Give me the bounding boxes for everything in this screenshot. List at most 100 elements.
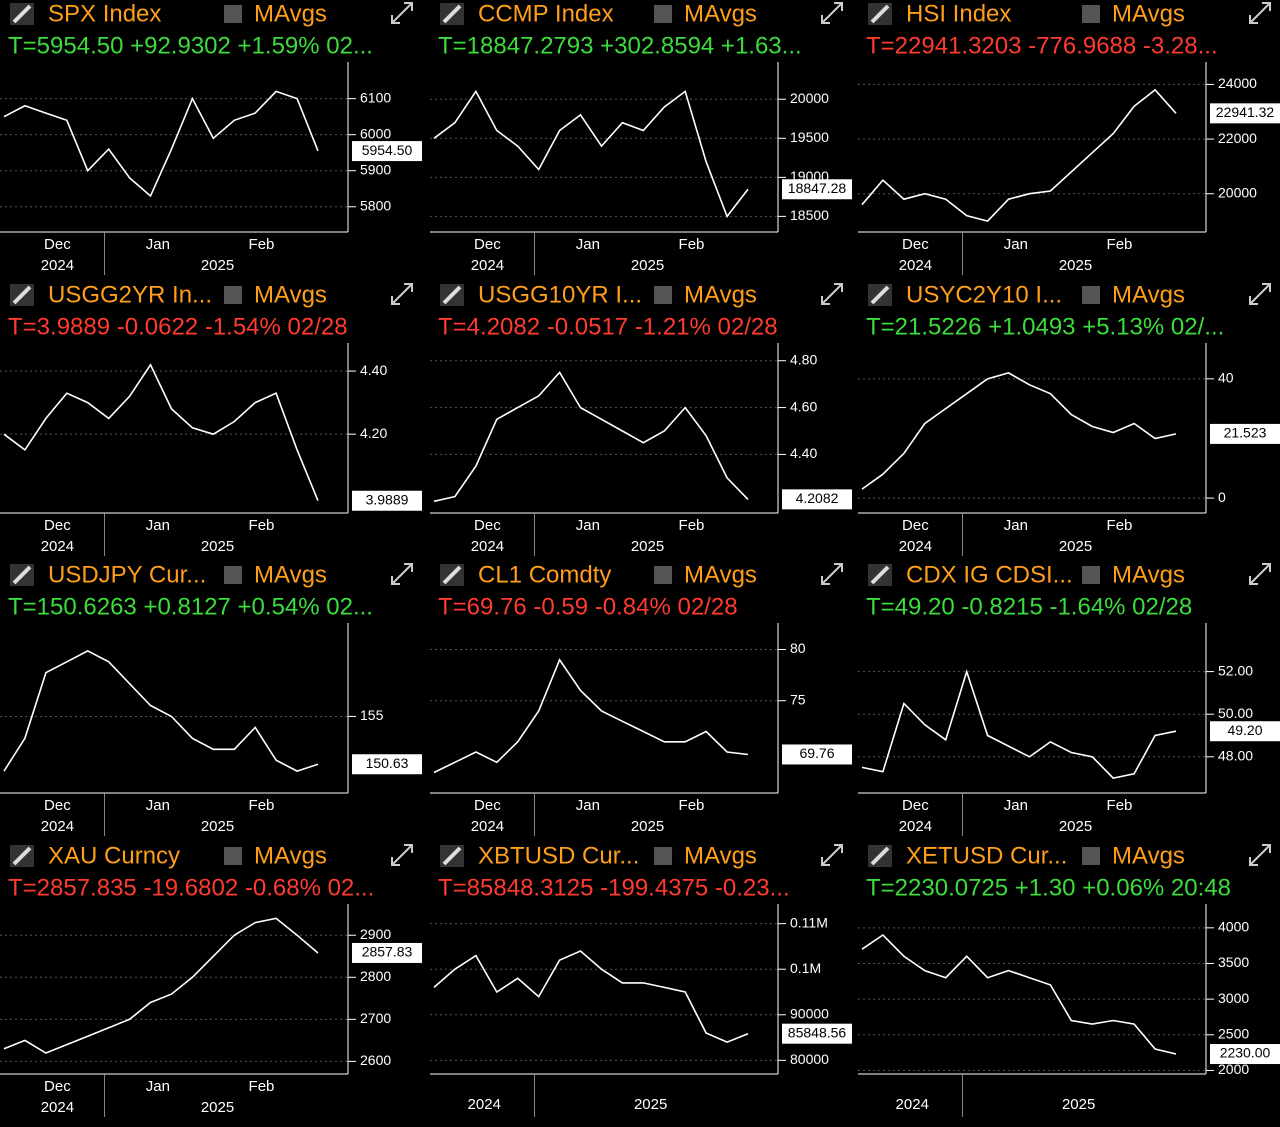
- mavgs-toggle[interactable]: MAvgs: [1112, 842, 1185, 869]
- last-price-tag: [1210, 423, 1280, 444]
- last-price-label: 18847.28: [788, 180, 847, 196]
- security-title: USYC2Y10 I...: [906, 281, 1062, 308]
- year-label: 2025: [1059, 818, 1092, 835]
- year-label: 2024: [471, 538, 504, 555]
- chart-panel: USDJPY Cur... MAvgs T=150.6263 +0.8127 +0.…: [0, 561, 422, 836]
- y-tick-label: 48.00: [1218, 747, 1253, 763]
- mavgs-toggle[interactable]: MAvgs: [684, 561, 757, 588]
- y-tick-label: 2700: [360, 1010, 391, 1026]
- pencil[interactable]: [12, 565, 32, 585]
- last-price-tag: [782, 179, 852, 200]
- last-price-label: 2230.00: [1220, 1045, 1271, 1061]
- pencil[interactable]: [12, 285, 32, 305]
- year-label: 2025: [631, 538, 664, 555]
- last-price-label: 2857.83: [362, 944, 413, 960]
- mavgs-checkbox[interactable]: [654, 566, 672, 584]
- mavgs-checkbox[interactable]: [654, 847, 672, 865]
- chart-panel: CL1 Comdty MAvgs T=69.76 -0.59 -0.84% 02/2…: [430, 561, 852, 836]
- mavgs-toggle[interactable]: MAvgs: [254, 842, 327, 869]
- last-price-tag: [1210, 721, 1280, 742]
- month-label: Dec: [44, 236, 71, 253]
- mavgs-checkbox[interactable]: [224, 5, 242, 23]
- mavgs-checkbox[interactable]: [224, 566, 242, 584]
- mavgs-toggle[interactable]: MAvgs: [684, 281, 757, 308]
- last-price-tag: [352, 754, 422, 775]
- y-tick-label: 20000: [1218, 184, 1257, 200]
- expand-icon[interactable]: [1249, 563, 1271, 585]
- mavgs-toggle[interactable]: MAvgs: [254, 0, 327, 27]
- mavgs-toggle[interactable]: MAvgs: [1112, 0, 1185, 27]
- year-label: 2024: [41, 538, 74, 555]
- month-label: Jan: [576, 236, 600, 253]
- year-label: 2024: [899, 538, 932, 555]
- mavgs-checkbox[interactable]: [654, 5, 672, 23]
- expand-icon[interactable]: [821, 563, 843, 585]
- pencil[interactable]: [12, 4, 32, 24]
- expand-icon[interactable]: [391, 2, 413, 24]
- pencil[interactable]: [870, 4, 890, 24]
- year-label: 2024: [899, 257, 932, 274]
- last-price-label: 22941.32: [1216, 104, 1275, 120]
- y-tick-label: 52.00: [1218, 662, 1253, 678]
- expand-icon[interactable]: [391, 844, 413, 866]
- mavgs-checkbox[interactable]: [1082, 847, 1100, 865]
- price-line: [3, 917, 319, 1054]
- mavgs-checkbox[interactable]: [1082, 5, 1100, 23]
- expand-icon[interactable]: [391, 283, 413, 305]
- expand-icon[interactable]: [1249, 844, 1271, 866]
- mavgs-checkbox[interactable]: [224, 286, 242, 304]
- quote-line: T=3.9889 -0.0622 -1.54% 02/28: [8, 313, 348, 340]
- pencil[interactable]: [870, 846, 890, 866]
- mavgs-checkbox[interactable]: [1082, 566, 1100, 584]
- y-tick-label: 5800: [360, 197, 391, 213]
- last-price-label: 69.76: [799, 745, 834, 761]
- mavgs-checkbox[interactable]: [654, 286, 672, 304]
- month-label: Feb: [1107, 797, 1133, 814]
- y-tick-label: 3500: [1218, 954, 1249, 970]
- pencil[interactable]: [442, 285, 462, 305]
- pencil[interactable]: [870, 565, 890, 585]
- last-price-tag: [1210, 1044, 1280, 1065]
- expand-icon[interactable]: [821, 844, 843, 866]
- y-tick-label: 75: [790, 691, 806, 707]
- pencil[interactable]: [442, 4, 462, 24]
- year-label: 2025: [201, 1099, 234, 1116]
- mavgs-toggle[interactable]: MAvgs: [254, 281, 327, 308]
- y-tick-label: 4.60: [790, 398, 817, 414]
- last-price-tag: [352, 490, 422, 511]
- pencil[interactable]: [442, 846, 462, 866]
- expand-icon[interactable]: [1249, 2, 1271, 24]
- pencil[interactable]: [442, 565, 462, 585]
- year-label: 2025: [634, 1096, 667, 1113]
- mavgs-checkbox[interactable]: [1082, 286, 1100, 304]
- expand-icon[interactable]: [821, 283, 843, 305]
- mavgs-toggle[interactable]: MAvgs: [254, 561, 327, 588]
- quote-line: T=5954.50 +92.9302 +1.59% 02...: [8, 32, 373, 59]
- year-label: 2024: [41, 1099, 74, 1116]
- mavgs-checkbox[interactable]: [224, 847, 242, 865]
- month-label: Dec: [474, 236, 501, 253]
- month-label: Jan: [146, 236, 170, 253]
- month-label: Feb: [249, 1078, 275, 1095]
- last-price-tag: [352, 942, 422, 963]
- last-price-label: 5954.50: [362, 142, 413, 158]
- chart-panel: CCMP Index MAvgs T=18847.2793 +302.8594 +1…: [430, 0, 852, 275]
- expand-icon[interactable]: [1249, 283, 1271, 305]
- chart-panel: USGG10YR I... MAvgs T=4.2082 -0.0517 -1.21…: [430, 281, 852, 556]
- y-tick-label: 40: [1218, 370, 1234, 386]
- expand-icon[interactable]: [391, 563, 413, 585]
- y-tick-label: 4000: [1218, 919, 1249, 935]
- mavgs-toggle[interactable]: MAvgs: [1112, 561, 1185, 588]
- y-tick-label: 80: [790, 640, 806, 656]
- mavgs-toggle[interactable]: MAvgs: [684, 0, 757, 27]
- y-tick-label: 2600: [360, 1052, 391, 1068]
- mavgs-toggle[interactable]: MAvgs: [684, 842, 757, 869]
- month-label: Feb: [679, 517, 705, 534]
- pencil[interactable]: [12, 846, 32, 866]
- last-price-label: 85848.56: [788, 1024, 847, 1040]
- pencil[interactable]: [870, 285, 890, 305]
- year-label: 2024: [41, 257, 74, 274]
- expand-icon[interactable]: [821, 2, 843, 24]
- mavgs-toggle[interactable]: MAvgs: [1112, 281, 1185, 308]
